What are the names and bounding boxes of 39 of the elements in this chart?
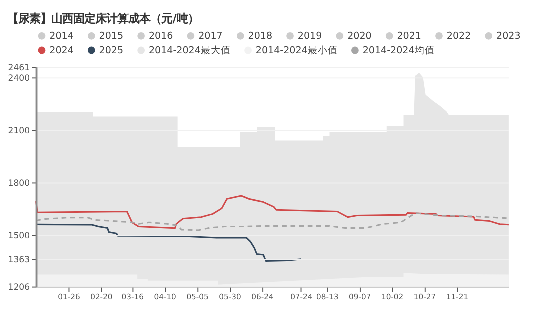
legend-label: 2016 — [148, 31, 174, 42]
x-tick-label: 04-10 — [154, 292, 177, 302]
y-tick-label: 1206 — [8, 283, 30, 294]
x-tick-label: 10-27 — [414, 292, 436, 302]
legend-label: 2017 — [198, 31, 223, 42]
y-tick-label: 2400 — [8, 74, 30, 84]
x-tick-label: 10-02 — [381, 292, 404, 302]
legend-label: 2021 — [397, 31, 422, 42]
y-tick-label: 1363 — [8, 256, 30, 266]
legend-label: 2024 — [50, 45, 74, 56]
y-tick-label: 2100 — [8, 126, 30, 137]
x-tick-label: 07-24 — [290, 292, 313, 302]
legend-label: 2014-2024均值 — [362, 44, 435, 56]
legend-label: 2020 — [348, 31, 372, 42]
y-tick-label: 2461 — [8, 64, 30, 74]
x-tick-label: 05-05 — [186, 292, 209, 302]
x-tick-label: 09-07 — [349, 292, 372, 302]
x-tick-label: 01-26 — [58, 292, 80, 302]
x-tick-label: 02-20 — [90, 292, 113, 302]
legend-label: 2014 — [50, 31, 74, 42]
line-series — [36, 212, 510, 232]
y-tick-label: 1800 — [8, 179, 30, 190]
legend-label: 2025 — [99, 45, 124, 56]
y-tick-label: 1500 — [8, 232, 30, 242]
x-tick-label: 11-21 — [446, 292, 469, 302]
x-tick-label: 05-30 — [219, 292, 242, 302]
legend-label: 2019 — [298, 31, 322, 42]
x-tick-label: 08-13 — [316, 292, 339, 302]
line-series — [36, 195, 510, 230]
legend-label: 2022 — [446, 31, 472, 42]
x-tick-label: 06-24 — [252, 292, 274, 302]
chart-title: 【尿素】山西固定床计算成本（元/吨） — [8, 11, 199, 26]
x-tick-label: 03-16 — [122, 292, 144, 302]
legend-label: 2014-2024最大值 — [148, 44, 231, 56]
line-series — [36, 224, 302, 262]
legend-label: 2023 — [496, 31, 521, 42]
legend-label: 2014-2024最小值 — [256, 44, 338, 56]
legend-label: 2018 — [248, 31, 273, 42]
legend-label: 2015 — [99, 31, 124, 42]
